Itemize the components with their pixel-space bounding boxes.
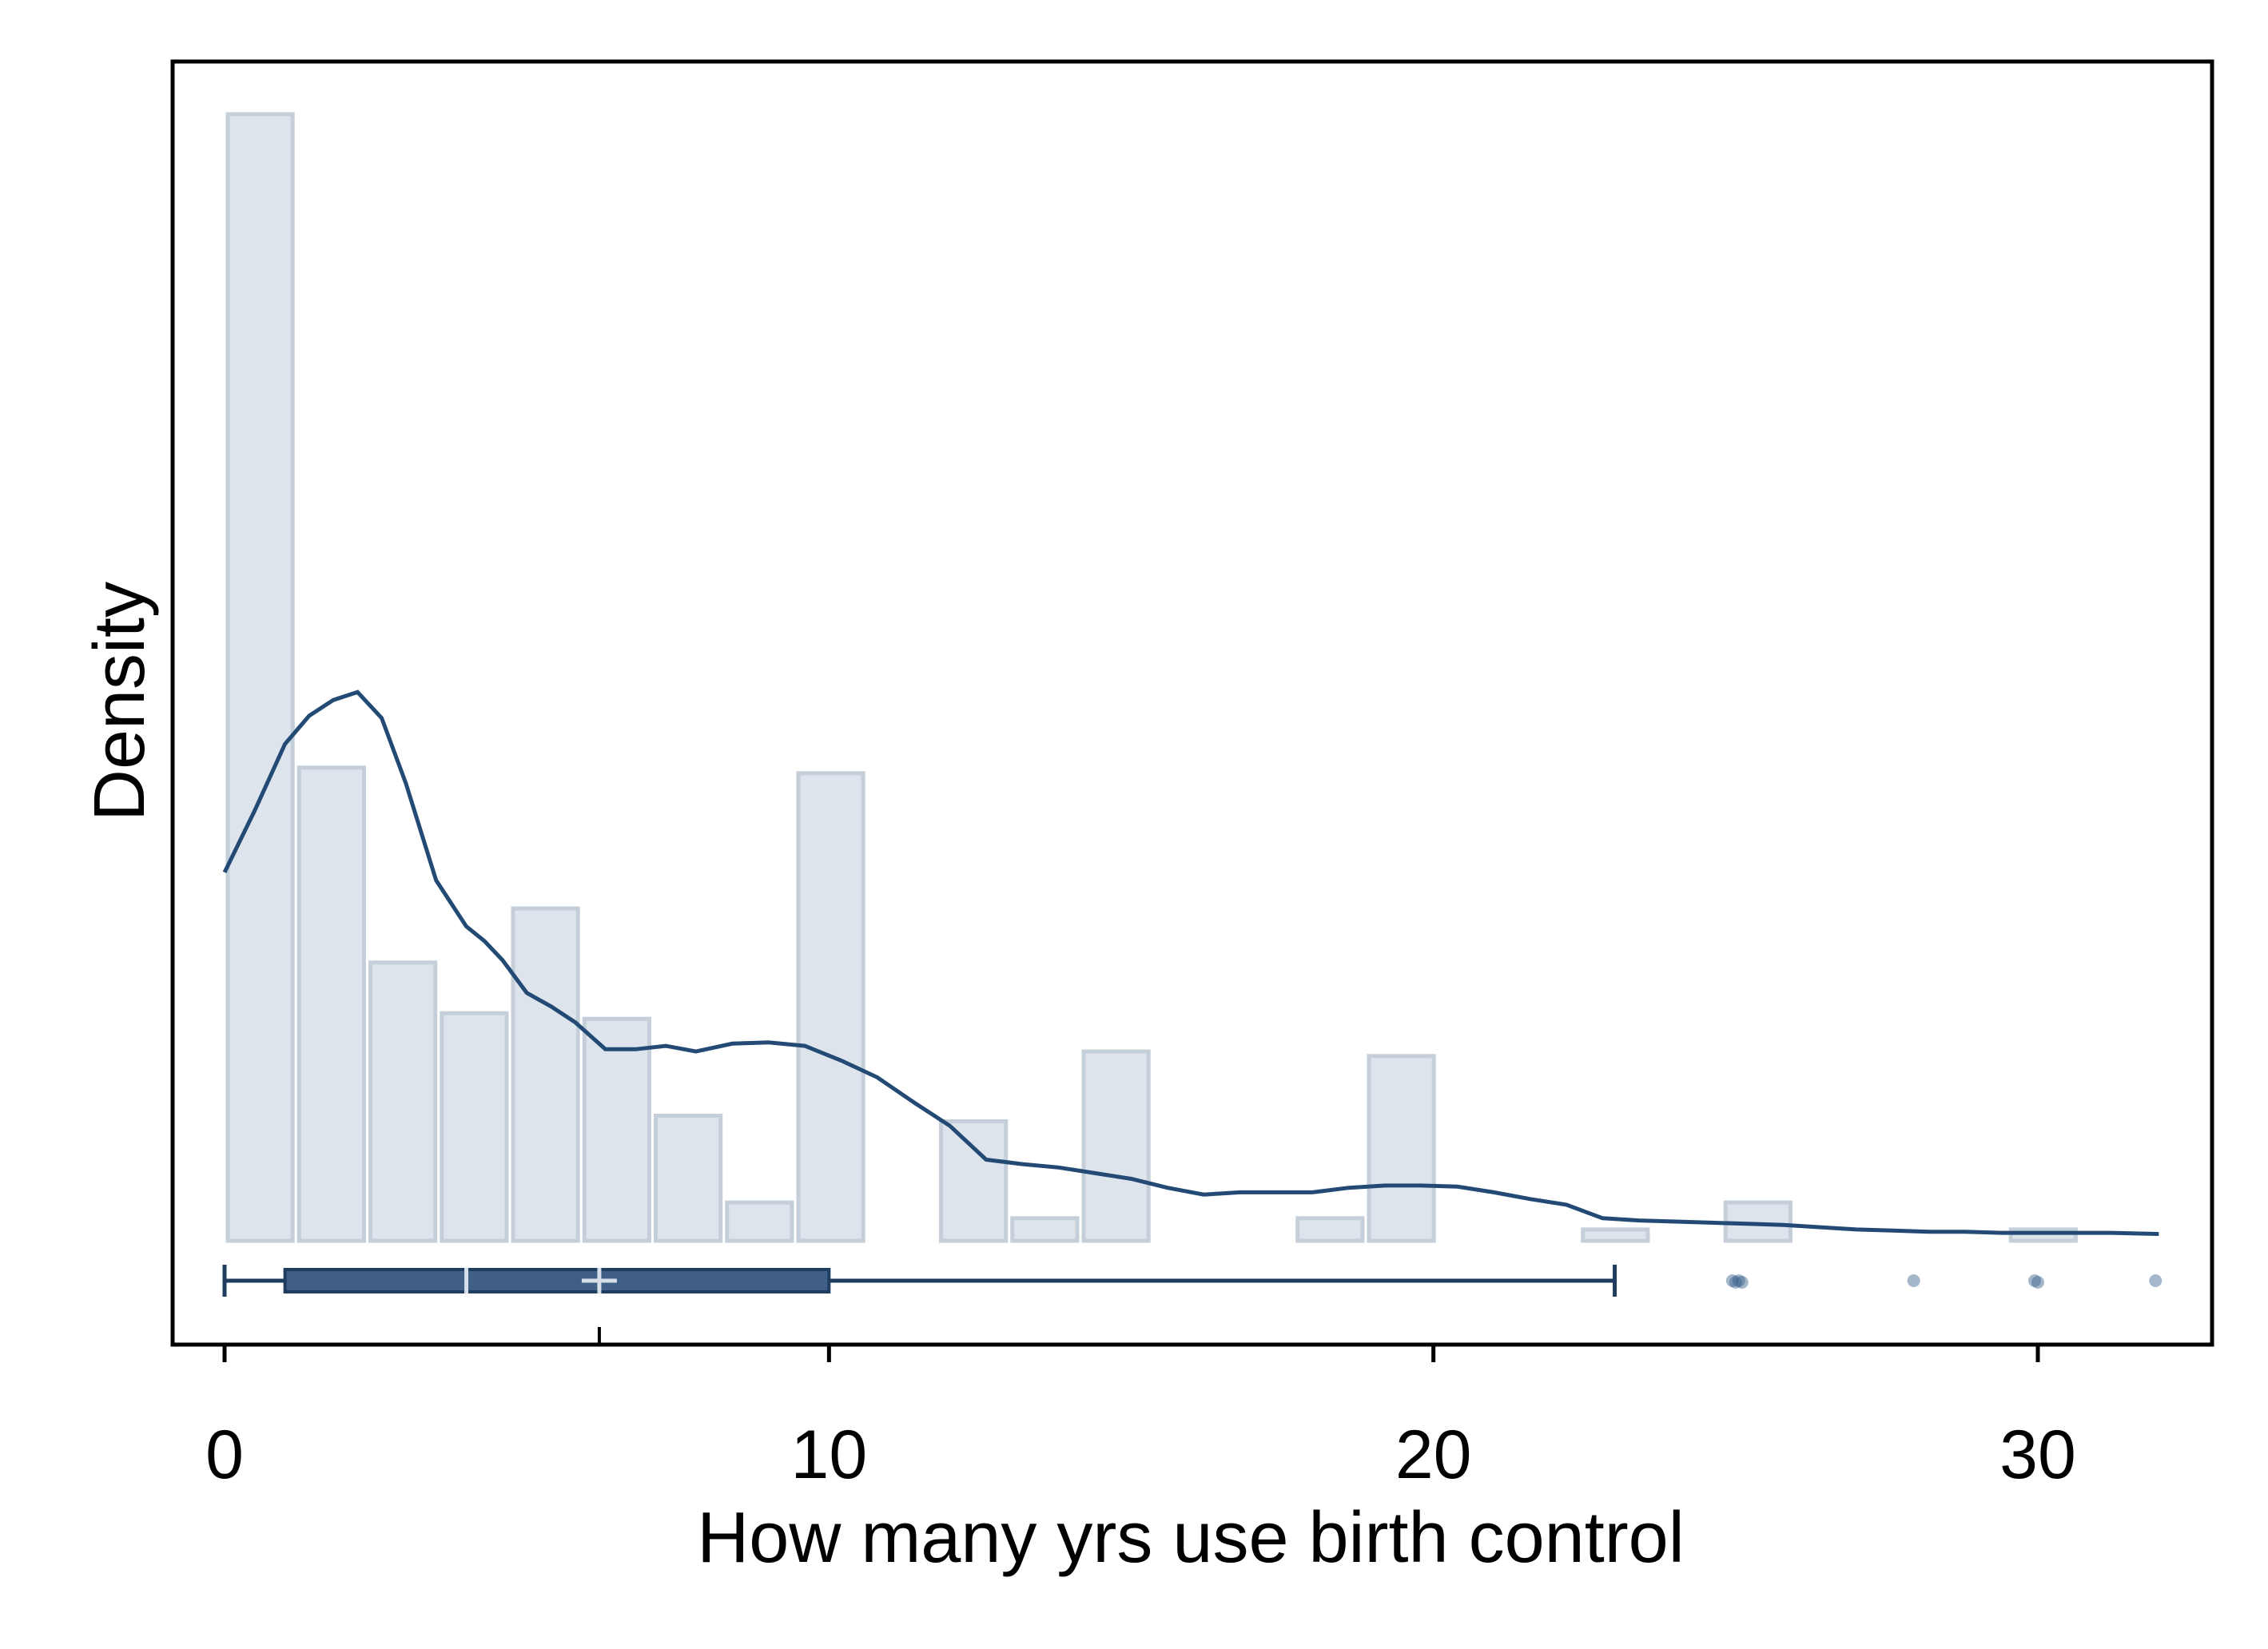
histogram-bar-7 [725, 1200, 794, 1243]
histogram-bar-4 [511, 906, 580, 1243]
x-tick-label-0: 0 [205, 1417, 244, 1493]
boxplot-outlier-3 [1735, 1276, 1749, 1289]
plot-frame [170, 59, 2214, 1347]
histogram-bar-14 [1295, 1216, 1365, 1243]
histogram-bar-0 [225, 112, 295, 1243]
histogram-bars [225, 112, 2078, 1243]
histogram-bar-10 [938, 1119, 1009, 1243]
boxplot-box [283, 1268, 831, 1293]
kde-density-line [222, 689, 2159, 1236]
boxplot-outlier-7 [2149, 1274, 2163, 1287]
histogram-bar-1 [296, 765, 366, 1243]
histogram-bar-12 [1081, 1049, 1151, 1243]
x-tick-label-30: 30 [1999, 1417, 2076, 1493]
x-tick-label-20: 20 [1395, 1417, 1472, 1493]
histogram-bar-15 [1367, 1054, 1436, 1243]
y-axis-title: Density [80, 582, 160, 821]
x-tick-label-10: 10 [790, 1417, 867, 1493]
histogram-bar-5 [582, 1016, 651, 1243]
boxplot [222, 1265, 2163, 1345]
x-axis: 0 10 20 30 [205, 1345, 2076, 1493]
boxplot-outlier-6 [2031, 1276, 2044, 1289]
histogram-bar-3 [440, 1011, 509, 1243]
histogram-bar-6 [653, 1113, 723, 1243]
boxplot-outlier-2 [1732, 1274, 1745, 1287]
histogram-bar-18 [1581, 1227, 1650, 1243]
x-axis-title: How many yrs use birth control [697, 1498, 1684, 1578]
histogram-bar-2 [368, 960, 438, 1243]
boxplot-outlier-1 [1729, 1276, 1742, 1289]
boxplot-outlier-5 [2028, 1274, 2041, 1287]
histogram-bar-11 [1010, 1216, 1080, 1243]
histogram-bar-8 [796, 771, 865, 1243]
boxplot-outlier-0 [1725, 1274, 1739, 1287]
boxplot-outlier-4 [1907, 1274, 1920, 1287]
